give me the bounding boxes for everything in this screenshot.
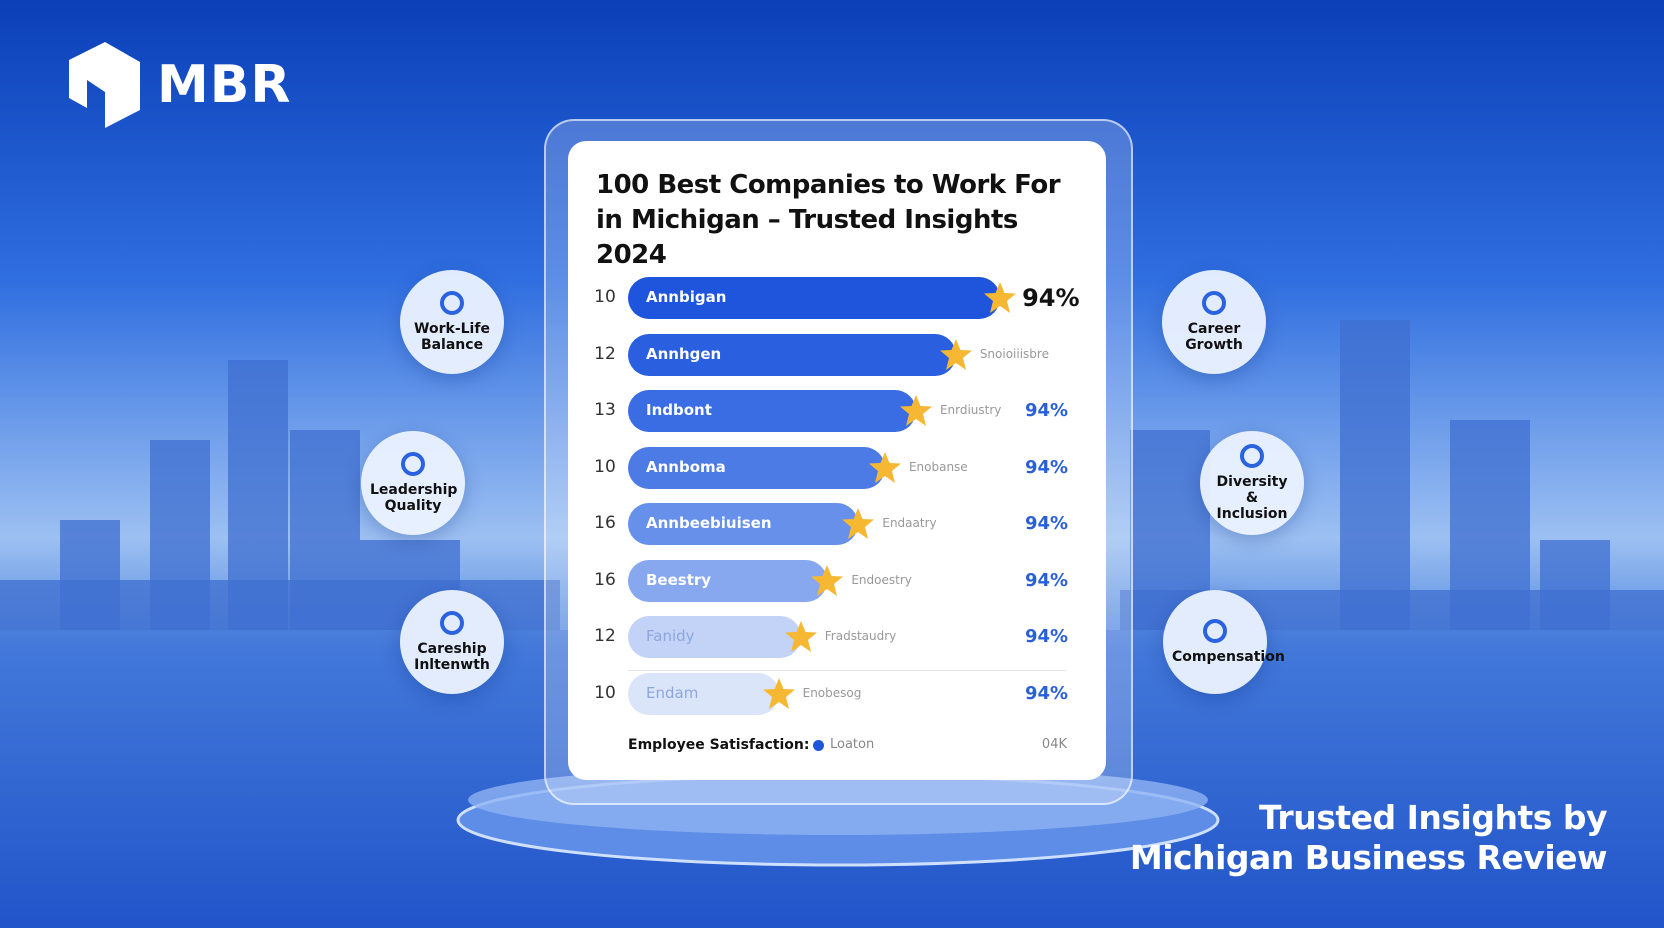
star	[811, 564, 844, 596]
badge: Diversity & Inclusion	[1200, 431, 1304, 535]
badge-label: Career Growth	[1185, 321, 1243, 353]
bar-label: Endam	[646, 683, 699, 702]
badge: Work-Life Balance	[400, 270, 504, 374]
star	[984, 282, 1017, 313]
star	[868, 451, 901, 483]
footer-label: Employee Satisfaction:	[628, 737, 810, 753]
bar-label: Annbigan	[646, 288, 727, 306]
logo-mark	[69, 42, 140, 128]
bar	[628, 390, 916, 432]
rank: 16	[594, 513, 616, 533]
industry: Snoioiiisbre	[979, 346, 1049, 361]
badge-label: Work-Life Balance	[414, 321, 490, 353]
industry: Enobesog	[802, 685, 862, 700]
brand: MBR	[157, 55, 292, 115]
badge-icon	[1202, 291, 1226, 315]
badge-icon	[440, 611, 464, 635]
score: 94%	[1022, 284, 1080, 312]
star	[842, 508, 875, 539]
rank: 10	[594, 682, 616, 703]
industry: Endaatry	[882, 516, 937, 530]
badge: Career Growth	[1162, 270, 1266, 374]
bar-label: Fanidy	[646, 627, 695, 645]
rank: 13	[594, 400, 616, 420]
score: 94%	[1025, 569, 1069, 591]
rank: 12	[594, 626, 616, 646]
legend-dot	[813, 740, 824, 751]
bar	[628, 503, 859, 545]
star	[899, 395, 932, 426]
tagline: Trusted Insights by Michigan Business Re…	[1129, 798, 1608, 878]
tagline-line: Trusted Insights by	[1259, 798, 1607, 837]
legend-label: Loaton	[830, 737, 875, 752]
score: 94%	[1025, 400, 1069, 421]
industry: Endoestry	[851, 572, 912, 587]
rank: 16	[594, 569, 616, 590]
bar-label: Beestry	[646, 570, 712, 589]
badge-label: Leadership Quality	[370, 482, 458, 514]
badge-icon	[1203, 619, 1227, 643]
score: 94%	[1025, 513, 1069, 534]
rank: 10	[594, 456, 616, 477]
badge: Compensation	[1163, 590, 1285, 694]
badge: Leadership Quality	[361, 431, 465, 535]
bar-label: Annbeebiuisen	[646, 514, 772, 532]
divider	[628, 670, 1066, 671]
footer-value: 04K	[1041, 737, 1067, 752]
score: 94%	[1025, 456, 1069, 478]
bar	[628, 446, 885, 489]
star	[939, 338, 972, 370]
badge-label: Careship Inltenwth	[414, 641, 490, 673]
bar-label: Indbont	[646, 401, 712, 419]
score: 94%	[1025, 682, 1069, 704]
industry: Enrdiustry	[939, 403, 1002, 417]
bar	[628, 333, 956, 376]
star	[762, 677, 795, 709]
score: 94%	[1025, 626, 1069, 647]
rank: 10	[594, 287, 616, 307]
badge-label: Diversity & Inclusion	[1216, 474, 1288, 522]
rank: 12	[594, 343, 616, 364]
badge-icon	[440, 291, 464, 315]
chart-title: 100 Best Companies to Work For in Michig…	[596, 170, 1061, 270]
industry: Enobanse	[908, 459, 968, 474]
badge-icon	[401, 452, 425, 476]
bar	[628, 559, 828, 602]
tagline-line: Michigan Business Review	[1129, 838, 1608, 877]
badge-label: Compensation	[1172, 649, 1285, 665]
bar	[628, 672, 779, 715]
bar	[628, 277, 1001, 319]
bar	[628, 616, 801, 658]
industry: Fradstaudry	[824, 629, 897, 643]
bar-label: Annboma	[646, 457, 726, 476]
bar-label: Annhgen	[646, 344, 722, 363]
badge-icon	[1240, 444, 1264, 468]
star	[784, 621, 817, 652]
badge: Careship Inltenwth	[400, 590, 504, 694]
